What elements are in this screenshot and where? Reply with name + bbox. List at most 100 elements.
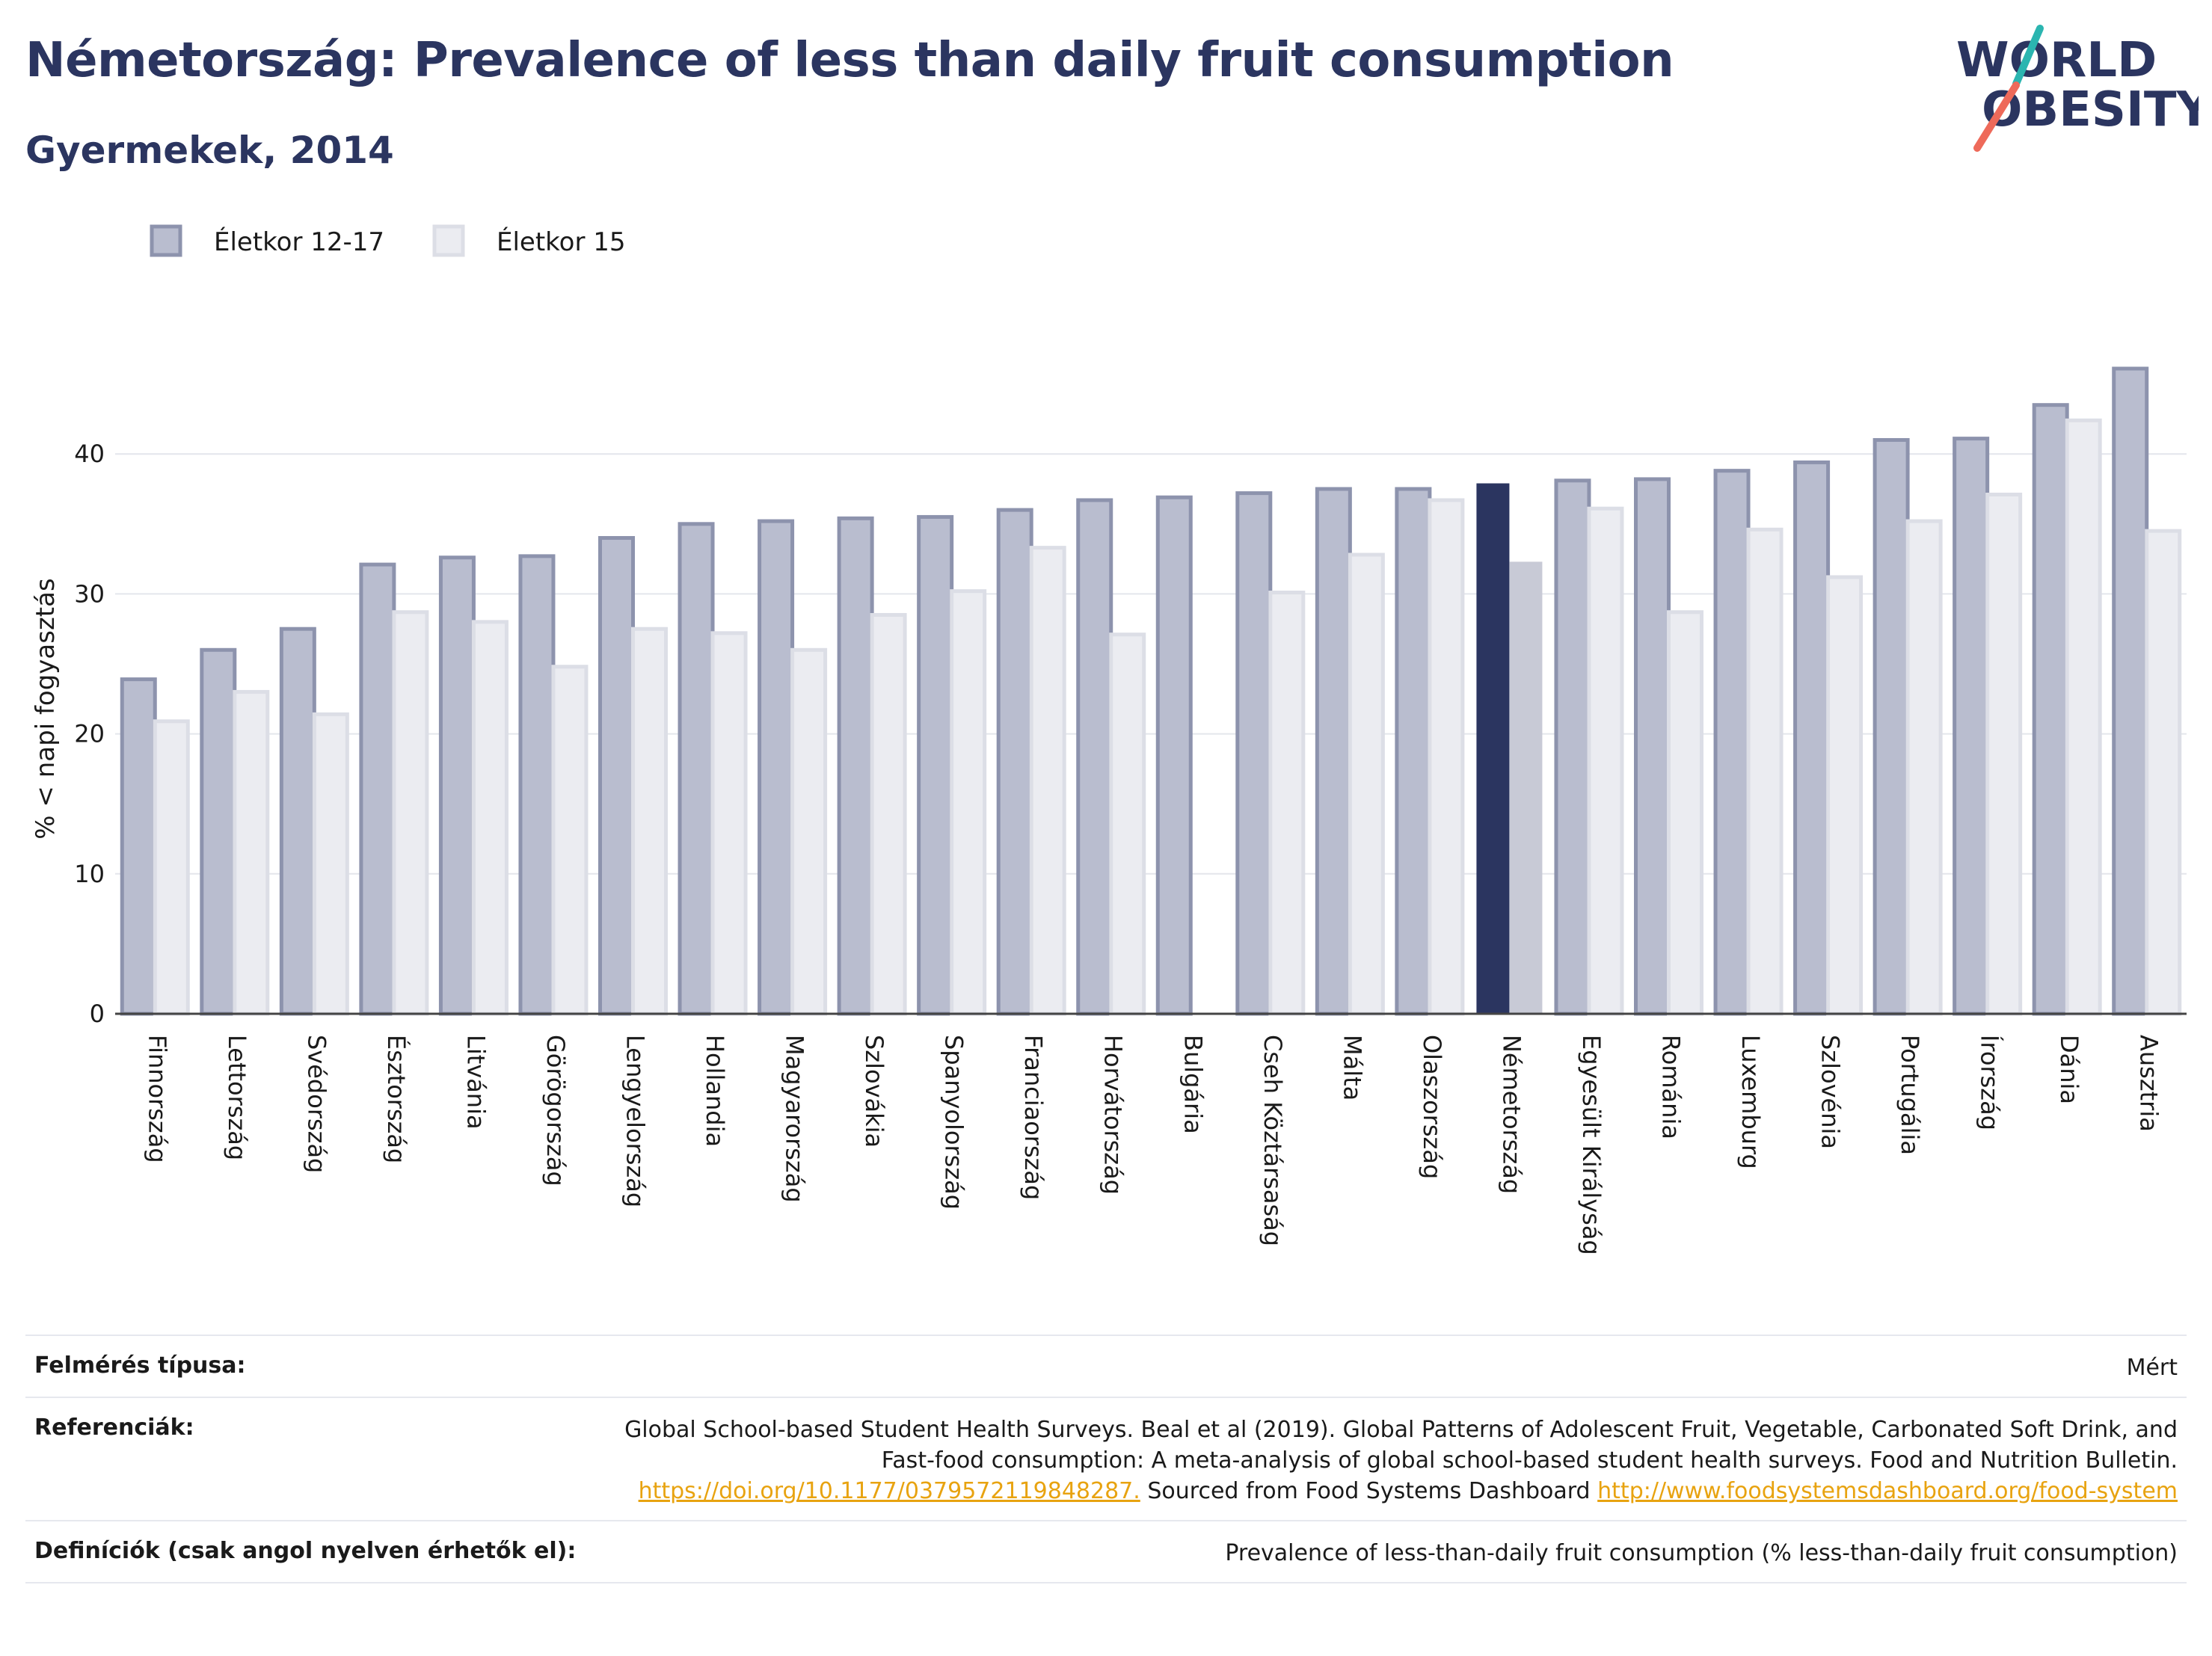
bar-eletkor-15 <box>153 719 190 1016</box>
bar-eletkor-12-17 <box>359 562 396 1016</box>
bar-eletkor-12-17 <box>1793 460 1831 1016</box>
logo-text-world: WORLD <box>1956 33 2157 88</box>
x-tick-label: Észtország <box>382 1035 411 1163</box>
page-title: Németország: Prevalence of less than dai… <box>25 33 1674 88</box>
x-tick-label: Magyarország <box>781 1035 809 1203</box>
bar-eletkor-15 <box>233 689 270 1016</box>
survey-type-row: Felmérés típusa: Mért <box>25 1335 2187 1397</box>
bar-eletkor-15 <box>1268 591 1306 1016</box>
bar-eletkor-12-17 <box>438 555 476 1016</box>
y-axis-title: % < napi fogyasztás <box>31 578 61 839</box>
chart-footer: Felmérés típusa: Mért Referenciák: Globa… <box>25 1335 2187 1583</box>
logo-text-obesity: OBESITY <box>1982 82 2199 138</box>
references-doi-link[interactable]: https://doi.org/10.1177/0379572119848287… <box>638 1478 1140 1504</box>
x-tick-label: Szlovákia <box>860 1035 888 1148</box>
x-tick-label: Szlovénia <box>1816 1035 1845 1149</box>
definitions-value: Prevalence of less-than-daily fruit cons… <box>1225 1540 2178 1566</box>
x-tick-label: Portugália <box>1896 1035 1924 1155</box>
bar-eletkor-12-17 <box>279 627 316 1016</box>
x-tick-label: Ausztria <box>2135 1035 2163 1132</box>
bar-eletkor-12-17 <box>837 516 874 1016</box>
bar-eletkor-12-17 <box>758 519 795 1016</box>
bar-eletkor-15 <box>1509 561 1543 1014</box>
bar-eletkor-15 <box>2065 418 2102 1016</box>
x-tick-label: Németország <box>1497 1035 1526 1194</box>
legend-label: Életkor 15 <box>497 227 626 257</box>
bar-eletkor-15 <box>1746 527 1784 1016</box>
x-tick-label: Franciaország <box>1019 1035 1048 1200</box>
bar-eletkor-12-17 <box>1235 491 1273 1016</box>
legend-label: Életkor 12-17 <box>214 227 384 257</box>
bar-eletkor-12-17 <box>120 677 157 1016</box>
bar-eletkor-15 <box>1029 546 1066 1016</box>
logo-slash-coral <box>1973 81 2020 152</box>
x-tick-label: Svédország <box>302 1035 331 1173</box>
references-citation: Global School-based Student Health Surve… <box>624 1417 2178 1474</box>
x-tick-label: Horvátország <box>1099 1035 1128 1195</box>
bar-eletkor-15 <box>392 610 429 1016</box>
references-dashboard-link[interactable]: http://www.foodsystemsdashboard.org/food… <box>1597 1478 2178 1504</box>
bar-eletkor-15 <box>312 712 349 1016</box>
bar-eletkor-12-17 <box>518 554 556 1016</box>
definitions-row: Definíciók (csak angol nyelven érhetők e… <box>25 1520 2187 1583</box>
bar-eletkor-12-17 <box>1395 487 1432 1016</box>
legend-swatch <box>150 224 182 257</box>
x-tick-label: Finnország <box>143 1035 171 1163</box>
survey-type-value: Mért <box>2126 1355 2178 1381</box>
bar-eletkor-15 <box>1587 506 1624 1016</box>
bar-eletkor-15 <box>1826 575 1864 1016</box>
bar-eletkor-12-17 <box>2032 403 2069 1016</box>
x-tick-label: Olaszország <box>1418 1035 1446 1179</box>
x-tick-label: Egyesült Királyság <box>1577 1035 1606 1255</box>
bar-eletkor-12-17 <box>1554 478 1591 1016</box>
bar-eletkor-15 <box>631 627 668 1016</box>
bar-eletkor-12-17 <box>1476 483 1510 1014</box>
bar-eletkor-15 <box>710 631 748 1016</box>
x-tick-label: Hollandia <box>701 1035 729 1147</box>
bar-eletkor-15 <box>1905 519 1943 1016</box>
y-tick-label: 10 <box>74 860 105 888</box>
bar-eletkor-15 <box>1985 492 2023 1016</box>
bar-eletkor-12-17 <box>598 536 635 1016</box>
bar-eletkor-15 <box>790 647 828 1016</box>
y-tick-label: 40 <box>74 440 105 468</box>
bar-eletkor-12-17 <box>917 514 954 1016</box>
x-tick-label: Románia <box>1657 1035 1686 1139</box>
x-tick-label: Lengyelország <box>621 1035 650 1207</box>
references-label: Referenciák: <box>34 1415 194 1441</box>
x-tick-label: Luxemburg <box>1736 1035 1765 1169</box>
bar-eletkor-12-17 <box>1315 487 1352 1016</box>
bar-eletkor-12-17 <box>2112 366 2149 1016</box>
x-tick-label: Dánia <box>2055 1035 2083 1104</box>
bar-eletkor-15 <box>551 665 589 1016</box>
bar-eletkor-12-17 <box>1634 477 1671 1016</box>
x-tick-label: Bulgária <box>1179 1035 1207 1134</box>
y-tick-label: 0 <box>90 1000 105 1028</box>
x-tick-label: Spanyolország <box>940 1035 968 1210</box>
logo-slash-teal <box>2012 25 2044 87</box>
bar-eletkor-12-17 <box>1713 469 1751 1016</box>
bar-eletkor-12-17 <box>1872 437 1910 1016</box>
x-tick-label: Írország <box>1976 1035 2004 1130</box>
x-tick-label: Litvánia <box>461 1035 490 1130</box>
bar-eletkor-12-17 <box>1953 437 1990 1016</box>
bar-eletkor-12-17 <box>1155 495 1193 1016</box>
bar-eletkor-12-17 <box>996 508 1033 1016</box>
page-subtitle: Gyermekek, 2014 <box>25 129 394 172</box>
bar-eletkor-12-17 <box>200 647 237 1016</box>
bar-eletkor-15 <box>950 589 987 1016</box>
bar-eletkor-15 <box>1428 498 1465 1016</box>
bar-chart: 0 10 20 30 40 % < napi fogyasztás Finnország Le… <box>31 224 2187 1255</box>
x-tick-label: Lettország <box>223 1035 251 1160</box>
bar-eletkor-12-17 <box>1076 498 1113 1016</box>
survey-type-label: Felmérés típusa: <box>34 1352 246 1379</box>
x-tick-label: Cseh Köztársaság <box>1259 1035 1287 1246</box>
bar-eletkor-12-17 <box>678 522 715 1016</box>
x-tick-label: Málta <box>1338 1035 1366 1101</box>
x-tick-label: Görögország <box>541 1035 570 1186</box>
references-row: Referenciák: Global School-based Student… <box>25 1397 2187 1520</box>
world-obesity-logo: WORLD OBESITY <box>1956 25 2199 152</box>
bar-eletkor-15 <box>1109 632 1146 1016</box>
bar-eletkor-15 <box>1667 610 1703 1016</box>
legend-swatch <box>432 224 465 257</box>
